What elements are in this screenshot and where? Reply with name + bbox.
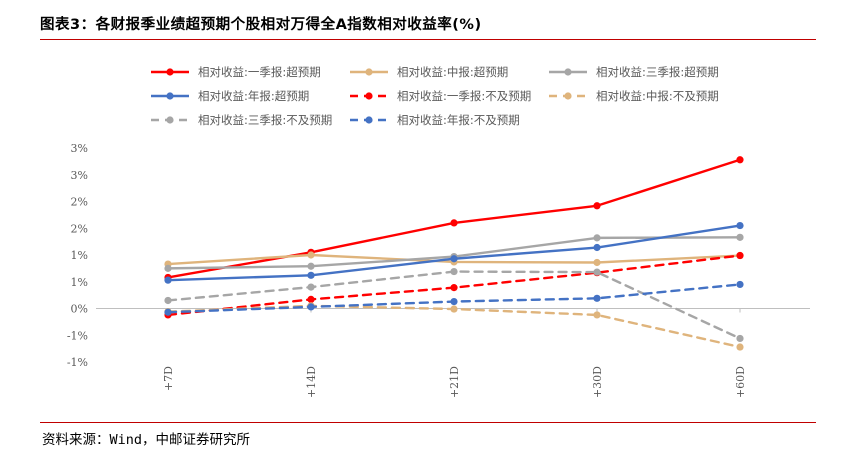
series-8 — [164, 280, 744, 316]
data-point — [593, 294, 601, 302]
legend-item: 相对收益:一季报:超预期 — [151, 65, 321, 79]
legend-swatch-marker — [564, 92, 572, 100]
data-point — [307, 262, 315, 270]
series-4 — [164, 221, 744, 284]
x-tick-label: +21D — [448, 366, 461, 398]
y-tick-label: 3% — [71, 169, 88, 182]
data-point — [593, 311, 601, 319]
data-point — [307, 295, 315, 304]
y-tick-label: 1% — [71, 276, 88, 289]
data-point — [450, 305, 458, 313]
data-point — [164, 296, 172, 305]
legend-label: 相对收益:三季报:超预期 — [596, 65, 719, 79]
x-tick-label: +14D — [305, 366, 318, 398]
legend-item: 相对收益:三季报:不及预期 — [151, 113, 332, 127]
legend-swatch-marker — [365, 92, 373, 100]
legend-label: 相对收益:年报:超预期 — [198, 89, 309, 103]
legend-label: 相对收益:一季报:不及预期 — [397, 89, 531, 103]
series-layer — [164, 156, 744, 351]
y-tick-label: 1% — [71, 249, 88, 262]
data-point — [450, 297, 458, 306]
legend-item: 相对收益:一季报:不及预期 — [350, 89, 531, 103]
data-point — [593, 268, 601, 276]
legend-swatch-marker — [166, 116, 174, 124]
data-point — [736, 221, 744, 230]
legend-label: 相对收益:中报:不及预期 — [596, 89, 719, 103]
data-point — [593, 243, 601, 252]
legend-swatch-marker — [166, 68, 174, 76]
y-tick-label: 2% — [71, 222, 88, 235]
y-tick-label: 0% — [71, 303, 88, 316]
legend-item: 相对收益:三季报:超预期 — [549, 65, 719, 79]
legend-label: 相对收益:中报:超预期 — [397, 65, 508, 79]
data-point — [736, 156, 744, 164]
data-point — [593, 258, 601, 267]
source-note: 资料来源：Wind，中邮证券研究所 — [42, 432, 251, 448]
y-tick-label: 2% — [71, 196, 88, 209]
data-point — [164, 264, 172, 272]
data-point — [450, 284, 458, 292]
data-point — [450, 267, 458, 276]
y-tick-label: -1% — [67, 329, 88, 342]
legend-label: 相对收益:年报:不及预期 — [397, 113, 520, 127]
source-rule — [40, 422, 816, 423]
legend-item: 相对收益:年报:超预期 — [151, 89, 309, 103]
legend-label: 相对收益:一季报:超预期 — [198, 65, 321, 79]
figure-title: 图表3：各财报季业绩超预期个股相对万得全A指数相对收益率(%) — [40, 17, 482, 33]
data-point — [307, 283, 315, 291]
y-tick-label: -1% — [67, 356, 88, 369]
data-point — [450, 219, 458, 227]
data-point — [736, 233, 744, 241]
data-point — [450, 255, 458, 263]
x-axis-ticks: +7D +14D +21D +30D +60D — [162, 308, 747, 398]
y-axis-ticks: -1% -1% 0% 1% 1% 2% 2% 3% 3% — [67, 142, 88, 369]
data-point — [736, 280, 744, 289]
x-tick-label: +60D — [734, 366, 747, 398]
data-point — [307, 271, 315, 279]
data-point — [593, 234, 601, 242]
data-point — [164, 308, 172, 316]
data-point — [736, 251, 744, 260]
x-tick-label: +30D — [591, 366, 604, 398]
data-point — [307, 303, 315, 311]
data-point — [307, 251, 315, 259]
y-tick-label: 3% — [71, 142, 88, 155]
legend-swatch-marker — [166, 92, 174, 100]
legend-label: 相对收益:三季报:不及预期 — [198, 113, 332, 127]
legend-swatch-marker — [365, 68, 373, 76]
x-tick-label: +7D — [162, 366, 175, 391]
legend-item: 相对收益:中报:超预期 — [350, 65, 508, 79]
data-point — [164, 276, 172, 284]
title-rule — [40, 39, 816, 40]
legend-swatch-marker — [365, 116, 373, 124]
data-point — [736, 343, 744, 351]
legend-swatch-marker — [564, 68, 572, 76]
chart-legend: 相对收益:一季报:超预期 相对收益:中报:超预期 相对收益:三季报:超预期相对收益:… — [151, 65, 719, 127]
data-point — [736, 334, 744, 343]
legend-item: 相对收益:年报:不及预期 — [350, 113, 520, 127]
legend-item: 相对收益:中报:不及预期 — [549, 89, 719, 103]
data-point — [593, 202, 601, 210]
